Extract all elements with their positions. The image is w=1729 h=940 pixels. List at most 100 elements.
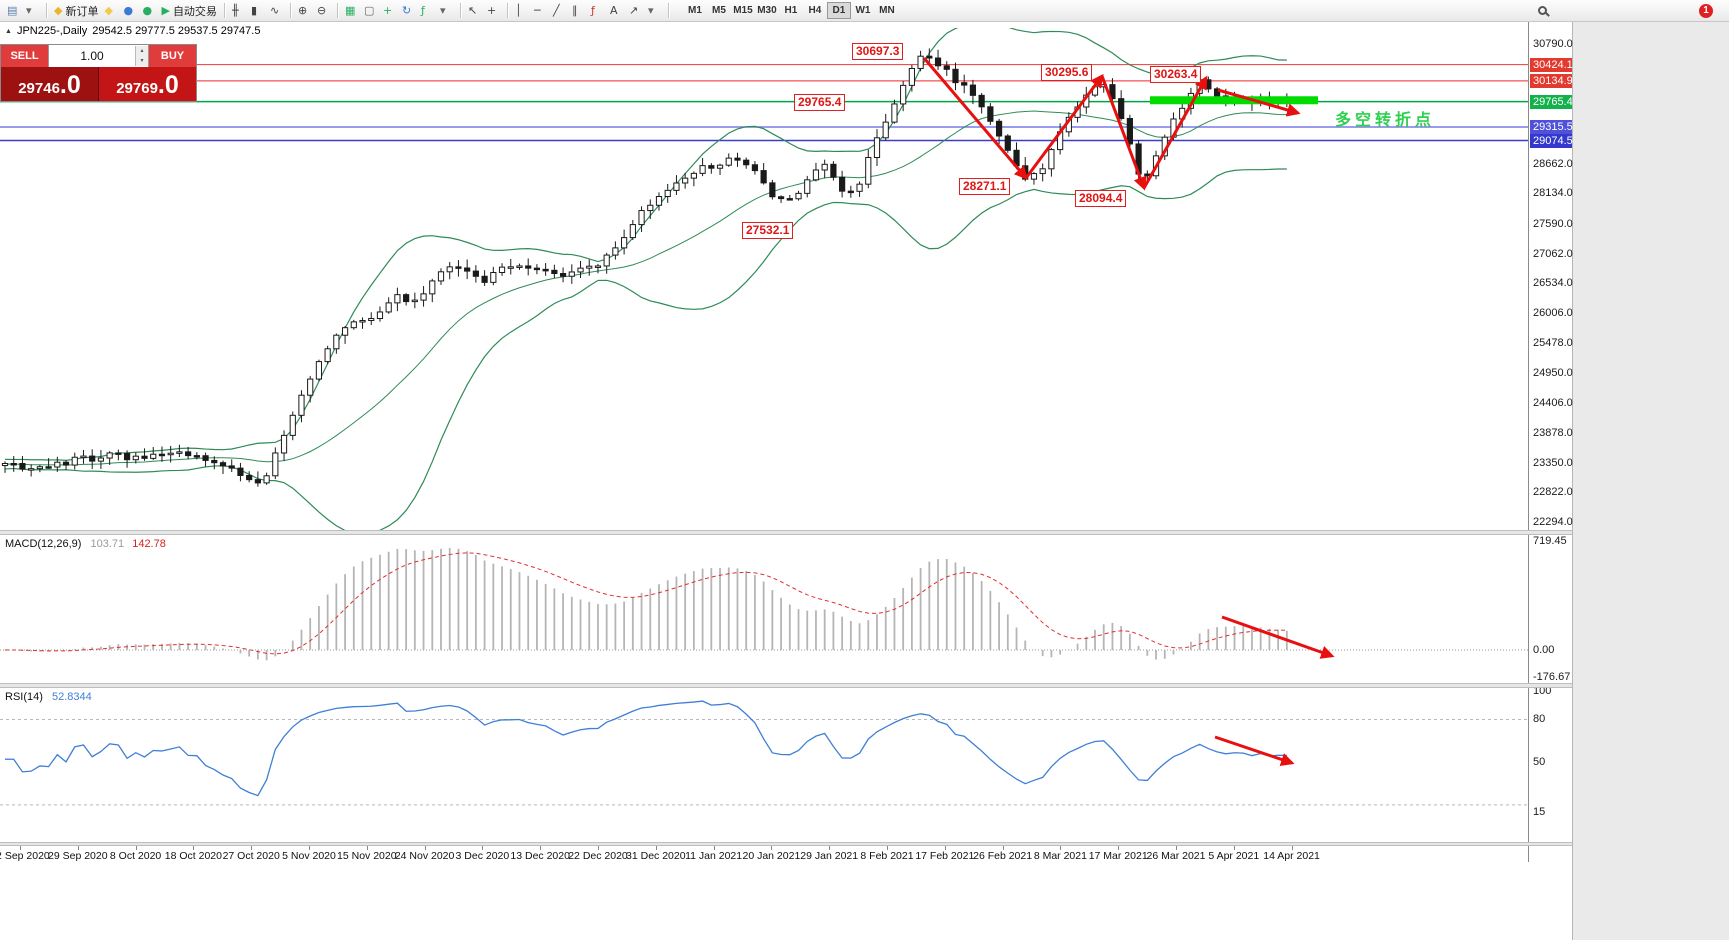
fibonacci-button[interactable]: ƒ: [588, 2, 607, 20]
timeframe-w1[interactable]: W1: [851, 2, 875, 19]
crosshair-button[interactable]: +: [484, 2, 503, 20]
objects-dropdown-icon: ▾: [647, 4, 654, 17]
panel-splitter[interactable]: [0, 842, 1572, 846]
panel-splitter[interactable]: [0, 683, 1572, 688]
trend-arrow[interactable]: [1217, 88, 1301, 117]
bollinger-lower-band: [4, 168, 1287, 530]
fibonacci-icon: ƒ: [590, 4, 595, 17]
timeframe-h1[interactable]: H1: [779, 2, 803, 19]
tile-windows-icon: ▦: [344, 4, 356, 17]
objects-dropdown-button[interactable]: ▾: [645, 2, 664, 20]
buy-price[interactable]: 29769 .0: [99, 67, 196, 101]
macd-trend-arrow[interactable]: [1221, 615, 1335, 659]
price-annotation[interactable]: 29765.4: [794, 94, 846, 111]
time-axis-label: 8 Feb 2021: [860, 850, 914, 862]
rsi-axis-tick: 15: [1533, 805, 1546, 818]
new-order-button[interactable]: ◆ 新订单: [51, 2, 101, 20]
time-axis-tick: [598, 846, 599, 850]
autotrading-button[interactable]: ▶ 自动交易: [158, 2, 219, 20]
toolbar-separator: [506, 3, 508, 18]
candlestick-chart-button[interactable]: ▮: [248, 2, 267, 20]
zoom-in-button[interactable]: ⊕: [295, 2, 314, 20]
macd-panel-canvas[interactable]: [0, 535, 1528, 683]
timeframe-m1[interactable]: M1: [683, 2, 707, 19]
autotrading-icon: ▶: [161, 4, 170, 17]
trend-comment-label[interactable]: 多空转折点: [1335, 112, 1436, 129]
auto-scroll-button[interactable]: ↻: [399, 2, 418, 20]
metaeditor-button[interactable]: ◆: [101, 2, 120, 20]
new-chart-button[interactable]: ▤: [4, 2, 23, 20]
new-grid-button[interactable]: +: [380, 2, 399, 20]
trendline-button[interactable]: ╱: [550, 2, 569, 20]
community-button[interactable]: ●: [120, 2, 139, 20]
time-axis-tick: [251, 846, 253, 850]
price-annotation[interactable]: 30263.4: [1150, 66, 1202, 83]
rsi-panel-canvas[interactable]: [0, 688, 1528, 842]
auto-scroll-icon: ↻: [401, 4, 412, 17]
arrows-tool-icon: ↗: [628, 4, 639, 17]
zoom-out-button[interactable]: ⊖: [314, 2, 333, 20]
timeframe-d1[interactable]: D1: [826, 2, 851, 19]
indicators-button[interactable]: ƒ: [418, 2, 437, 20]
timeframe-h4[interactable]: H4: [803, 2, 827, 19]
vertical-line-button[interactable]: │: [512, 2, 531, 20]
price-axis-tick: 23350.0: [1533, 456, 1573, 469]
symbol-triangle-icon: ▲: [5, 27, 12, 35]
indicators-dropdown-button[interactable]: ▾: [437, 2, 456, 20]
timeframe-m5[interactable]: M5: [707, 2, 731, 19]
cascade-windows-button[interactable]: ▢: [361, 2, 380, 20]
price-axis-tick: 27590.0: [1533, 218, 1573, 231]
timeframe-mn[interactable]: MN: [875, 2, 899, 19]
time-axis-tick: [309, 846, 310, 850]
price-annotation[interactable]: 27532.1: [742, 222, 794, 239]
trend-arrow[interactable]: [1142, 75, 1208, 189]
sell-price-int: 29746: [18, 80, 60, 97]
price-annotation[interactable]: 30295.6: [1041, 64, 1093, 81]
trend-arrow[interactable]: [1100, 75, 1147, 191]
search-button[interactable]: [1533, 2, 1551, 20]
time-axis-label: 22 Sep 2020: [0, 850, 50, 862]
time-axis-label: 15 Nov 2020: [337, 850, 397, 862]
bar-chart-button[interactable]: ╫: [229, 2, 248, 20]
timeframe-m15[interactable]: M15: [731, 2, 755, 19]
macd-histogram: [4, 548, 1288, 661]
macd-indicator-label: MACD(12,26,9) 103.71 142.78: [5, 538, 166, 550]
profiles-dropdown-button[interactable]: ▾: [23, 2, 42, 20]
tile-windows-button[interactable]: ▦: [342, 2, 361, 20]
buy-button[interactable]: BUY: [149, 45, 196, 67]
trend-arrow[interactable]: [922, 57, 1028, 181]
time-axis-label: 3 Dec 2020: [455, 850, 510, 862]
indicators-icon: ƒ: [420, 4, 425, 17]
price-annotation[interactable]: 28271.1: [959, 178, 1011, 195]
volume-up-icon[interactable]: ▴: [136, 46, 148, 56]
support-zone-highlight[interactable]: [1150, 96, 1318, 105]
price-annotation[interactable]: 30697.3: [852, 43, 904, 60]
volume-down-icon[interactable]: ▾: [136, 56, 148, 66]
volume-field[interactable]: 1.00 ▴ ▾: [48, 45, 149, 67]
price-axis-tick: 28662.0: [1533, 157, 1573, 170]
toolbar-separator: [336, 3, 338, 18]
price-annotation[interactable]: 28094.4: [1075, 190, 1127, 207]
text-button[interactable]: A: [607, 2, 626, 20]
line-chart-button[interactable]: ∿: [267, 2, 286, 20]
candlestick-chart-icon: ▮: [250, 4, 257, 17]
channel-button[interactable]: ∥: [569, 2, 588, 20]
rsi-trend-arrow[interactable]: [1214, 735, 1295, 766]
arrows-tool-button[interactable]: ↗: [626, 2, 645, 20]
price-axis[interactable]: 30790.0 28662.0 28134.0 27590.0 27062.0 26534…: [1528, 22, 1573, 862]
time-axis-label: 29 Sep 2020: [48, 850, 108, 862]
notification-badge[interactable]: 1: [1699, 3, 1713, 18]
time-axis-label: 8 Mar 2021: [1033, 850, 1087, 862]
trend-arrow[interactable]: [1024, 73, 1104, 179]
horizontal-line-button[interactable]: ─: [531, 2, 550, 20]
panel-splitter[interactable]: [0, 530, 1572, 535]
cursor-button[interactable]: ↖: [465, 2, 484, 20]
sell-button[interactable]: SELL: [1, 45, 48, 67]
time-axis-label: 26 Mar 2021: [1146, 850, 1206, 862]
chat-button[interactable]: ●: [139, 2, 158, 20]
main-chart-canvas[interactable]: [0, 28, 1528, 530]
sell-price[interactable]: 29746 .0: [1, 67, 98, 101]
timeframe-m30[interactable]: M30: [755, 2, 779, 19]
